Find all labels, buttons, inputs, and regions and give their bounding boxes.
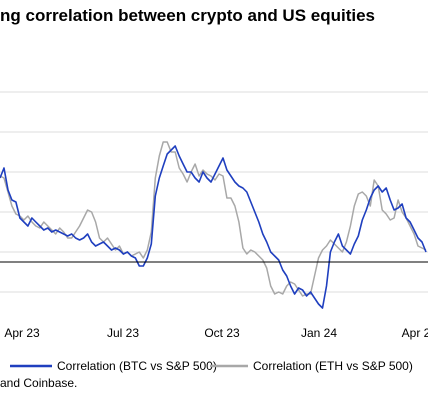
chart-title: ng correlation between crypto and US equ… [0, 6, 376, 25]
x-tick-labels: Apr 23 Jul 23 Oct 23 Jan 24 Apr 2 [4, 326, 428, 340]
legend-label-btc: Correlation (BTC vs S&P 500) [57, 359, 217, 373]
series-line-btc [0, 145, 427, 309]
legend: Correlation (BTC vs S&P 500) Correlation … [10, 359, 413, 373]
x-tick-label: Oct 23 [204, 326, 240, 340]
legend-label-eth: Correlation (ETH vs S&P 500) [253, 359, 413, 373]
btc-series-layer [0, 145, 427, 309]
x-tick-label: Jan 24 [301, 326, 337, 340]
source-note: and Coinbase. [0, 376, 78, 390]
x-tick-label: Jul 23 [107, 326, 139, 340]
x-tick-label: Apr 23 [4, 326, 40, 340]
x-tick-label: Apr 2 [402, 326, 428, 340]
gridlines [0, 91, 428, 293]
